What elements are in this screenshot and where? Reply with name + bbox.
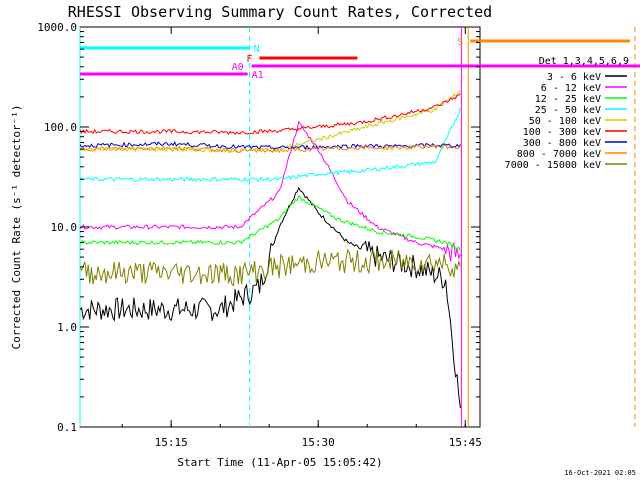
series-line-50-100-kev-seg-0 [79,91,461,153]
flag-label-s: S [457,37,463,48]
y-axis-label: Corrected Count Rate (s⁻¹ detector⁻¹) [10,104,23,349]
series-line-12-25-kev-seg-0 [79,194,461,252]
x-tick-label-15-15: 15:15 [155,436,188,449]
x-tick-label-15-30: 15:30 [302,436,335,449]
legend-label-50-100-kev: 50 - 100 keV [529,116,601,127]
y-tick-label-10-0: 10.0 [51,221,78,234]
y-tick-label-100-0: 100.0 [44,121,77,134]
legend-label-300-800-kev: 300 - 800 keV [523,138,601,149]
series-line-100-300-kev-seg-0 [79,93,461,136]
series-line-25-50-kev-seg-0 [79,107,461,183]
series-line-6-12-kev-seg-0 [79,120,461,262]
x-axis-label: Start Time (11-Apr-05 15:05:42) [177,456,382,469]
series-line-7000-15000-kev-seg-0 [79,248,461,287]
y-axis-ticks: 0.1 1.0 10.0 100.0 1000.0 [37,21,480,434]
series-lines [79,91,461,409]
flag-label-a1: A1 [252,70,264,81]
flag-label-f: F [246,54,252,65]
legend-label-100-300-kev: 100 - 300 keV [523,127,601,138]
flag-label-n: N [254,44,260,55]
series-line-3-6-kev-seg-0 [79,186,461,409]
legend-label-12-25-kev: 12 - 25 keV [535,94,601,105]
x-tick-label-15-45: 15:45 [449,436,482,449]
series-line-800-7000-kev-seg-0 [79,143,461,154]
chart-title: RHESSI Observing Summary Count Rates, Co… [68,3,492,21]
legend-label-25-50-kev: 25 - 50 keV [535,105,601,116]
series-line-300-800-kev-seg-0 [79,140,461,151]
legend-label-7000-15000-kev: 7000 - 15000 keV [505,160,601,171]
footer-date: 16-Oct-2021 02:05 [564,469,636,477]
y-tick-label-1000-0: 1000.0 [37,21,77,34]
legend-title: Det 1,3,4,5,6,9 [539,56,629,67]
y-tick-label-0-1: 0.1 [57,421,77,434]
legend-label-800-7000-kev: 800 - 7000 keV [517,149,601,160]
x-axis-ticks: 15:15 15:30 15:45 [121,27,482,449]
legend-label-6-12-kev: 6 - 12 keV [541,83,601,94]
flag-label-a0: A0 [232,62,244,73]
vertical-markers [79,27,636,427]
y-tick-label-1-0: 1.0 [57,321,77,334]
legend-label-3-6-kev: 3 - 6 keV [547,72,601,83]
